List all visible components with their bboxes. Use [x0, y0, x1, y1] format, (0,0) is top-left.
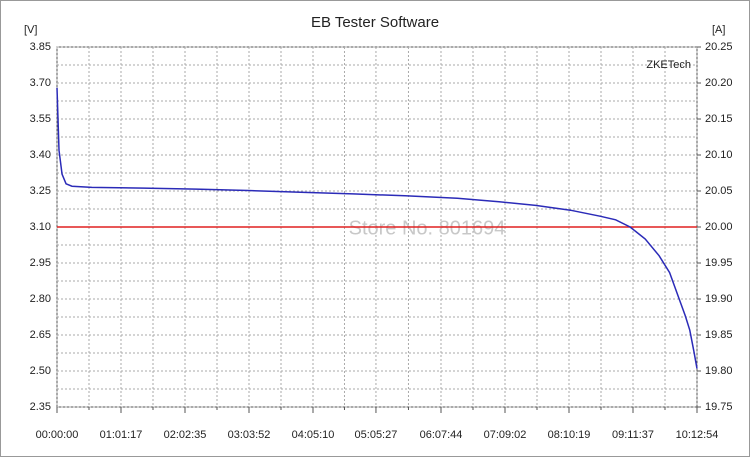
y-tick-label: 3.55	[30, 113, 51, 125]
y2-tick-label: 19.80	[705, 365, 733, 377]
y2-tick-label: 20.00	[705, 221, 733, 233]
y-tick-label: 3.85	[30, 41, 51, 53]
y2-tick-label: 20.15	[705, 113, 733, 125]
x-tick-label: 10:12:54	[676, 429, 719, 441]
y-tick-label: 2.35	[30, 401, 51, 413]
x-tick-label: 07:09:02	[484, 429, 527, 441]
y-tick-label: 2.50	[30, 365, 51, 377]
y2-tick-label: 19.95	[705, 257, 733, 269]
chart-title: EB Tester Software	[311, 14, 439, 31]
y2-tick-label: 19.75	[705, 401, 733, 413]
y2-tick-label: 20.25	[705, 41, 733, 53]
x-tick-label: 06:07:44	[420, 429, 463, 441]
data-line	[56, 87, 698, 369]
y-axis-label: [V]	[24, 24, 37, 36]
x-tick-label: 09:11:37	[612, 429, 654, 441]
x-tick-label: 04:05:10	[292, 429, 335, 441]
y-tick-label: 3.40	[30, 149, 51, 161]
x-tick-label: 01:01:17	[100, 429, 143, 441]
y-tick-label: 2.95	[30, 257, 51, 269]
y-tick-label: 3.10	[30, 221, 51, 233]
x-tick-label: 05:05:27	[355, 429, 398, 441]
x-tick-label: 03:03:52	[228, 429, 271, 441]
y2-tick-label: 20.10	[705, 149, 733, 161]
watermark: Store No. 801694	[349, 217, 506, 239]
y2-tick-label: 20.05	[705, 185, 733, 197]
y-tick-label: 3.25	[30, 185, 51, 197]
x-tick-label: 08:10:19	[548, 429, 591, 441]
y-tick-label: 2.65	[30, 329, 51, 341]
brand-label: ZKETech	[646, 59, 691, 71]
x-tick-label: 00:00:00	[36, 429, 79, 441]
x-tick-label: 02:02:35	[164, 429, 207, 441]
y-tick-label: 2.80	[30, 293, 51, 305]
y-tick-label: 3.70	[30, 77, 51, 89]
y2-tick-label: 19.85	[705, 329, 733, 341]
y2-axis-label: [A]	[712, 24, 725, 36]
y2-tick-label: 19.90	[705, 293, 733, 305]
y2-tick-label: 20.20	[705, 77, 733, 89]
